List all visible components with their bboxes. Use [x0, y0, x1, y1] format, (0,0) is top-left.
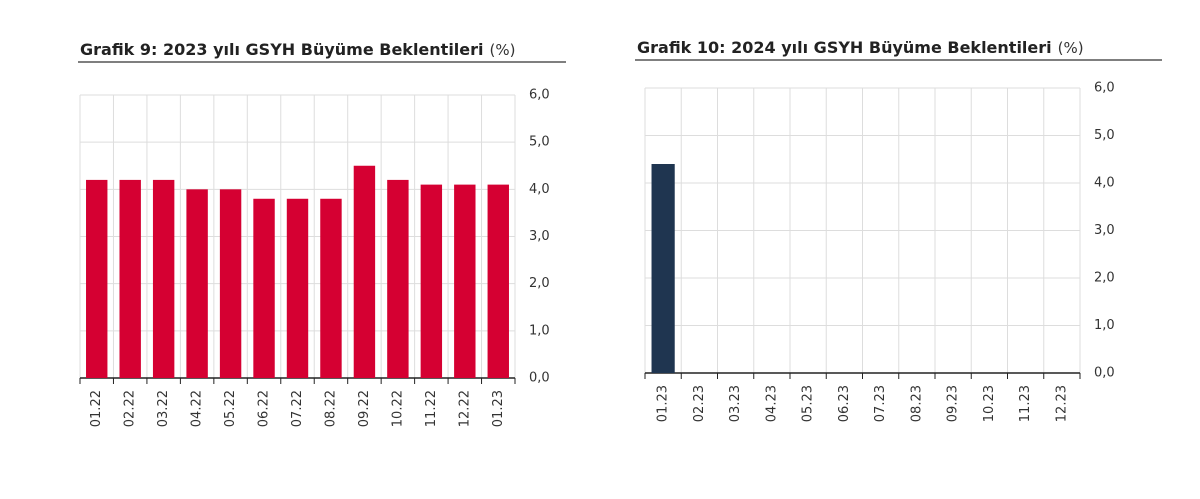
bar: [420, 184, 443, 378]
bar: [487, 184, 509, 378]
x-tick-label: 10.23: [982, 385, 997, 422]
x-tick-label: 03.22: [156, 390, 171, 427]
x-tick-label: 12.23: [1054, 385, 1069, 422]
chart-title: Grafik 9: 2023 yılı GSYH Büyüme Beklenti…: [80, 40, 484, 59]
x-tick-label: 02.23: [692, 385, 707, 422]
x-tick-label: 06.23: [837, 385, 852, 422]
x-tick-label: 03.23: [728, 385, 743, 422]
y-tick-label: 4,0: [1094, 176, 1115, 191]
bar: [320, 198, 342, 378]
y-tick-label: 3,0: [1094, 223, 1115, 238]
x-tick-label: 06.22: [257, 390, 272, 427]
x-tick-label: 08.22: [323, 390, 338, 427]
y-tick-label: 1,0: [529, 323, 550, 338]
chart-title: Grafik 10: 2024 yılı GSYH Büyüme Beklent…: [637, 38, 1052, 57]
x-tick-label: 05.22: [223, 390, 238, 427]
x-tick-label: 09.23: [946, 385, 961, 422]
y-tick-label: 0,0: [1094, 366, 1115, 381]
bar: [286, 198, 309, 378]
x-tick-label: 01.22: [89, 390, 104, 427]
bar: [186, 189, 208, 378]
bar: [651, 164, 675, 373]
bar: [219, 189, 242, 378]
x-tick-label: 02.22: [123, 390, 138, 427]
chart-unit: (%): [490, 41, 516, 59]
y-tick-label: 0,0: [529, 371, 550, 386]
y-tick-label: 2,0: [1094, 271, 1115, 286]
bar: [119, 179, 141, 378]
y-tick-label: 2,0: [529, 276, 550, 291]
bar: [86, 179, 108, 378]
chart-unit: (%): [1058, 39, 1084, 57]
x-tick-label: 08.23: [909, 385, 924, 422]
bar: [253, 198, 275, 378]
bar: [353, 165, 376, 378]
bar: [387, 179, 409, 378]
y-tick-label: 5,0: [1094, 128, 1115, 143]
y-tick-label: 6,0: [529, 88, 550, 103]
x-tick-label: 12.22: [457, 390, 472, 427]
bar: [454, 184, 476, 378]
x-tick-label: 07.23: [873, 385, 888, 422]
x-tick-label: 07.22: [290, 390, 305, 427]
x-tick-label: 01.23: [656, 385, 671, 422]
y-tick-label: 4,0: [529, 182, 550, 197]
bar: [152, 179, 175, 378]
x-tick-label: 10.22: [390, 390, 405, 427]
x-tick-label: 01.23: [491, 390, 506, 427]
x-tick-label: 11.22: [424, 390, 439, 427]
y-tick-label: 3,0: [529, 229, 550, 244]
x-tick-label: 09.22: [357, 390, 372, 427]
y-tick-label: 1,0: [1094, 318, 1115, 333]
x-tick-label: 04.23: [764, 385, 779, 422]
x-tick-label: 05.23: [801, 385, 816, 422]
x-tick-label: 04.22: [190, 390, 205, 427]
y-tick-label: 5,0: [529, 135, 550, 150]
x-tick-label: 11.23: [1018, 385, 1033, 422]
y-tick-label: 6,0: [1094, 81, 1115, 96]
